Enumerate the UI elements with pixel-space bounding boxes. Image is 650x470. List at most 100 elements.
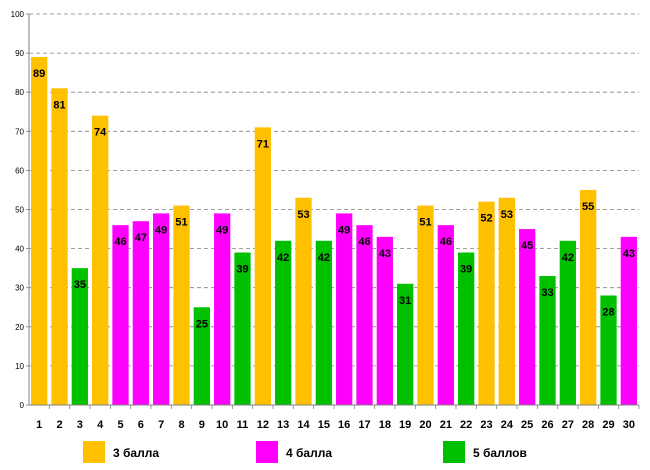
x-tick-label: 3	[77, 419, 83, 431]
bar	[275, 240, 292, 405]
x-tick-label: 22	[460, 419, 472, 431]
data-label: 49	[155, 224, 167, 236]
legend-label: 5 баллов	[473, 446, 527, 460]
legend-label: 4 балла	[286, 446, 332, 460]
bar	[397, 283, 414, 405]
data-label: 46	[440, 236, 452, 248]
y-tick-label: 70	[15, 127, 24, 136]
bars	[31, 57, 637, 405]
x-tick-label: 8	[178, 419, 184, 431]
x-tick-label: 11	[237, 419, 249, 431]
data-label: 53	[297, 209, 309, 221]
data-label: 35	[74, 279, 86, 291]
data-label: 51	[175, 217, 187, 229]
y-tick-label: 100	[11, 10, 25, 19]
bar	[498, 197, 515, 405]
data-label: 39	[236, 264, 248, 276]
x-tick-label: 23	[480, 419, 492, 431]
bar	[315, 240, 332, 405]
data-label: 46	[358, 236, 370, 248]
bar	[336, 213, 353, 405]
x-tick-label: 14	[297, 419, 310, 431]
x-axis: 1 2 3 4 5 6 7 8 9 10 11 12 13 14 15 16 17 18 19 20 21 22 23 24 2…	[28, 14, 640, 431]
data-label: 28	[602, 307, 614, 319]
data-label: 52	[480, 213, 492, 225]
data-label: 89	[33, 68, 45, 80]
bar	[71, 268, 88, 405]
data-label: 81	[53, 99, 65, 111]
bar	[458, 252, 475, 405]
bar	[519, 229, 536, 405]
x-tick-label: 1	[36, 419, 42, 431]
x-tick-label: 16	[338, 419, 350, 431]
x-tick-label: 7	[158, 419, 164, 431]
x-tick-label: 27	[562, 419, 574, 431]
data-label: 49	[338, 224, 350, 236]
y-tick-label: 50	[15, 206, 24, 215]
bar	[417, 205, 434, 405]
bar	[132, 221, 149, 405]
x-tick-label: 30	[623, 419, 635, 431]
y-tick-label: 20	[15, 323, 24, 332]
bar	[234, 252, 251, 405]
bar	[437, 225, 454, 405]
grid-lines	[29, 13, 639, 367]
data-label: 42	[318, 252, 330, 264]
data-label: 74	[94, 127, 107, 139]
bar	[173, 205, 190, 405]
bar	[559, 240, 576, 405]
y-tick-label: 30	[15, 284, 24, 293]
bar	[478, 201, 495, 405]
bar	[214, 213, 231, 405]
data-label: 46	[114, 236, 126, 248]
data-label: 25	[196, 318, 208, 330]
data-label: 49	[216, 224, 228, 236]
x-tick-label: 12	[257, 419, 269, 431]
y-tick-label: 40	[15, 245, 24, 254]
x-tick-label: 9	[199, 419, 205, 431]
legend-label: 3 балла	[113, 446, 159, 460]
data-label: 53	[501, 209, 513, 221]
x-tick-label: 29	[602, 419, 614, 431]
data-label: 39	[460, 264, 472, 276]
bar	[580, 189, 597, 405]
data-label: 42	[277, 252, 289, 264]
bar	[539, 275, 556, 405]
x-tick-label: 28	[582, 419, 594, 431]
data-label: 33	[541, 287, 553, 299]
legend-swatch	[83, 441, 105, 463]
data-label: 31	[399, 295, 411, 307]
y-tick-label: 0	[20, 401, 25, 410]
data-label: 43	[623, 248, 635, 260]
bar	[295, 197, 312, 405]
x-tick-label: 19	[399, 419, 411, 431]
data-label: 42	[562, 252, 574, 264]
x-tick-label: 2	[56, 419, 62, 431]
x-tick-label: 4	[97, 419, 104, 431]
bar	[153, 213, 170, 405]
legend-swatch	[256, 441, 278, 463]
data-label: 47	[135, 232, 147, 244]
x-tick-label: 17	[358, 419, 370, 431]
bar	[620, 236, 637, 405]
x-tick-label: 25	[521, 419, 533, 431]
x-tick-label: 10	[216, 419, 228, 431]
bar	[376, 236, 393, 405]
y-tick-label: 80	[15, 88, 24, 97]
bar	[254, 127, 271, 405]
data-label: 55	[582, 201, 594, 213]
bar	[92, 115, 109, 405]
x-tick-label: 21	[440, 419, 452, 431]
data-label: 43	[379, 248, 391, 260]
bar	[112, 225, 129, 405]
x-tick-label: 13	[277, 419, 289, 431]
x-tick-label: 26	[541, 419, 553, 431]
data-label: 71	[257, 138, 269, 150]
x-tick-label: 5	[117, 419, 123, 431]
x-tick-label: 18	[379, 419, 391, 431]
bar	[31, 57, 48, 405]
y-tick-label: 90	[15, 49, 24, 58]
data-label: 51	[419, 217, 431, 229]
x-tick-label: 20	[419, 419, 431, 431]
